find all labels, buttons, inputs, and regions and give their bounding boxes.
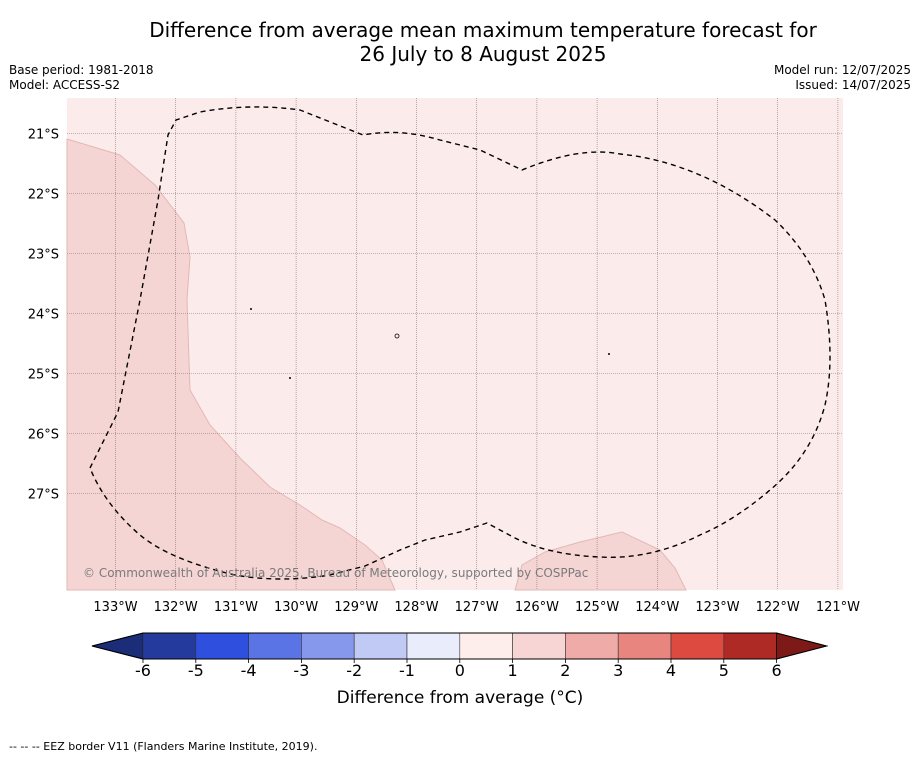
latitude-label: 22°S	[28, 188, 59, 203]
latitude-label: 26°S	[28, 428, 59, 443]
colorbar-segment	[406, 632, 461, 660]
colorbar-tick-label: -5	[188, 661, 204, 680]
longitude-label: 123°W	[695, 600, 739, 615]
longitude-label: 131°W	[214, 600, 258, 615]
colorbar	[91, 632, 829, 660]
colorbar-segment	[670, 632, 725, 660]
colorbar-segment	[459, 632, 513, 660]
colorbar-segment	[353, 632, 408, 660]
title-line-1: Difference from average mean maximum tem…	[149, 18, 817, 42]
longitude-label: 127°W	[455, 600, 499, 615]
meta-right: Model run: 12/07/2025 Issued: 14/07/2025	[774, 63, 911, 93]
colorbar-tick-label: -2	[346, 661, 362, 680]
colorbar-tick-label: 2	[560, 661, 570, 680]
colorbar-segment	[565, 632, 619, 660]
colorbar-tick-label: -4	[241, 661, 257, 680]
longitude-label: 122°W	[756, 600, 800, 615]
copyright-text: © Commonwealth of Australia 2025, Bureau…	[83, 566, 588, 580]
island	[250, 308, 252, 310]
longitude-labels: 133°W 132°W 131°W 130°W 129°W 128°W 127°W 126°W…	[93, 600, 860, 615]
island	[394, 333, 400, 339]
eez-border	[89, 106, 831, 580]
colorbar-tick-label: 6	[772, 661, 782, 680]
latitude-label: 21°S	[28, 128, 59, 143]
colorbar-segment	[617, 632, 672, 660]
longitude-label: 129°W	[334, 600, 378, 615]
colorbar-tick-label: 1	[508, 661, 518, 680]
model-run: Model run: 12/07/2025	[773, 63, 911, 77]
colorbar-tick-label: 0	[455, 661, 465, 680]
base-period: Base period: 1981-2018	[9, 63, 154, 77]
warmer-region-south	[514, 531, 687, 591]
latitude-labels: 21°S 22°S 23°S 24°S 25°S 26°S 27°S	[28, 128, 59, 503]
colorbar-segment	[512, 632, 566, 660]
colorbar-ticks: -6 -5 -4 -3 -2 -1 0 1 2 3 4 5 6	[135, 659, 782, 680]
colorbar-tick-label: -1	[399, 661, 415, 680]
chart-title: Difference from average mean maximum tem…	[0, 18, 919, 66]
colorbar-tick-label: 4	[666, 661, 676, 680]
colorbar-high-extend	[776, 632, 829, 660]
longitude-label: 133°W	[93, 600, 137, 615]
colorbar-low-extend	[91, 632, 144, 660]
colorbar-segment	[723, 632, 777, 660]
meta-left: Base period: 1981-2018 Model: ACCESS-S2	[9, 63, 154, 93]
latitude-label: 24°S	[28, 308, 59, 323]
colorbar-tick-label: -6	[135, 661, 151, 680]
title-line-2: 26 July to 8 August 2025	[359, 42, 607, 66]
colorbar-label: Difference from average (°C)	[336, 688, 584, 708]
latitude-label: 23°S	[28, 248, 59, 263]
longitude-label: 130°W	[274, 600, 318, 615]
graticule	[67, 98, 843, 590]
latitude-label: 27°S	[28, 488, 59, 503]
longitude-label: 125°W	[575, 600, 619, 615]
longitude-label: 121°W	[816, 600, 860, 615]
issued-date: Issued: 14/07/2025	[795, 78, 911, 92]
longitude-label: 128°W	[394, 600, 438, 615]
map-figure: © Commonwealth of Australia 2025, Bureau…	[28, 98, 860, 680]
colorbar-tick-label: 5	[719, 661, 729, 680]
island	[608, 353, 610, 355]
small-islands	[250, 308, 610, 379]
colorbar-tick-label: 3	[613, 661, 623, 680]
colorbar-tick-label: -3	[293, 661, 309, 680]
model-name: Model: ACCESS-S2	[9, 78, 121, 92]
colorbar-segment	[248, 632, 302, 660]
island	[289, 377, 291, 379]
longitude-label: 126°W	[515, 600, 559, 615]
longitude-label: 132°W	[154, 600, 198, 615]
latitude-label: 25°S	[28, 368, 59, 383]
footnote: -- -- -- EEZ border V11 (Flanders Marine…	[9, 740, 318, 753]
longitude-label: 124°W	[635, 600, 679, 615]
colorbar-segment	[195, 632, 249, 660]
colorbar-segment	[142, 632, 197, 660]
colorbar-segment	[301, 632, 355, 660]
